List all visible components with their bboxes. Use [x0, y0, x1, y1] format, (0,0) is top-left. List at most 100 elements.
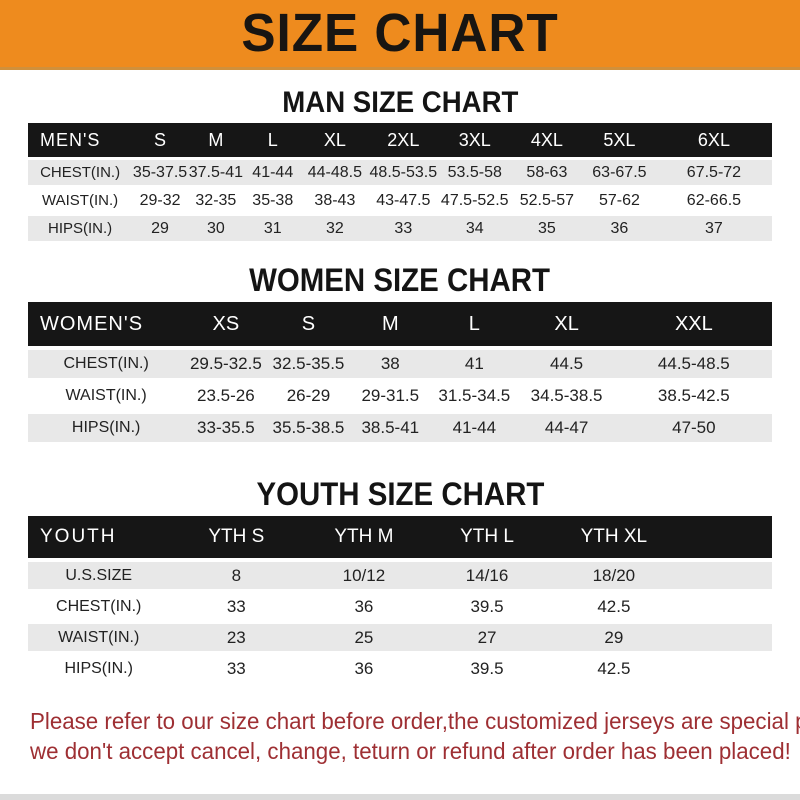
men-size-value: 44-48.5 — [301, 160, 368, 185]
men-size-value: 67.5-72 — [655, 160, 772, 185]
women-row-label: HIPS(IN.) — [28, 414, 185, 442]
youth-size-chart-title-text: YOUTH SIZE CHART — [256, 476, 544, 512]
youth-size-value: 25 — [303, 624, 425, 651]
footer-note: Please refer to our size chart before or… — [30, 706, 800, 766]
women-size-value: 26-29 — [267, 382, 350, 410]
women-size-table: WOMEN'S XS S M L XL XXL CHEST(IN.) 29.5-32.5 32.5… — [28, 298, 772, 446]
men-header-size: S — [132, 123, 188, 157]
men-size-value: 37 — [655, 216, 772, 241]
youth-row-filler — [678, 624, 772, 651]
youth-header-size: YTH XL — [549, 516, 679, 558]
men-table-row: WAIST(IN.) 29-32 32-35 35-38 38-43 43-47.5 47.… — [28, 188, 772, 213]
women-size-value: 29.5-32.5 — [184, 350, 268, 378]
women-size-value: 23.5-26 — [184, 382, 268, 410]
youth-size-value: 29 — [549, 624, 679, 651]
men-size-value: 30 — [187, 216, 244, 241]
women-size-value: 38.5-41 — [349, 414, 432, 442]
men-size-value: 57-62 — [582, 188, 656, 213]
men-table-row: CHEST(IN.) 35-37.5 37.5-41 41-44 44-48.5 48.5… — [28, 160, 772, 185]
women-header-size: XXL — [615, 302, 772, 346]
youth-size-value: 18/20 — [549, 562, 679, 589]
youth-size-value: 10/12 — [303, 562, 425, 589]
youth-row-filler — [678, 562, 772, 589]
men-size-value: 58-63 — [510, 160, 583, 185]
women-size-value: 44.5-48.5 — [615, 350, 772, 378]
men-size-value: 47.5-52.5 — [438, 188, 511, 213]
men-size-value: 62-66.5 — [655, 188, 772, 213]
men-header-size: M — [187, 123, 244, 157]
footer-note-line1: Please refer to our size chart before or… — [30, 708, 800, 734]
youth-table-row: WAIST(IN.) 23 25 27 29 — [28, 624, 772, 651]
men-size-value: 29-32 — [132, 188, 188, 213]
women-size-value: 41-44 — [431, 414, 518, 442]
man-size-chart-title-text: MAN SIZE CHART — [281, 86, 519, 119]
women-size-chart-title: WOMEN SIZE CHART — [0, 262, 800, 298]
youth-row-label: U.S.SIZE — [28, 562, 170, 589]
men-size-value: 52.5-57 — [510, 188, 583, 213]
women-size-value: 34.5-38.5 — [517, 382, 616, 410]
man-section: MAN SIZE CHART MEN'S S M L XL 2XL 3XL 4XL 5XL 6XL… — [0, 86, 800, 244]
men-size-value: 29 — [132, 216, 188, 241]
women-size-value: 32.5-35.5 — [267, 350, 350, 378]
youth-size-table: YOUTH YTH S YTH M YTH L YTH XL U.S.SIZE 8 10/12… — [28, 512, 772, 686]
women-size-value: 35.5-38.5 — [267, 414, 350, 442]
men-size-value: 37.5-41 — [187, 160, 244, 185]
men-header-row: MEN'S S M L XL 2XL 3XL 4XL 5XL 6XL — [28, 123, 772, 157]
youth-header-size: YTH S — [169, 516, 304, 558]
youth-size-value: 27 — [424, 624, 550, 651]
men-size-value: 33 — [367, 216, 439, 241]
women-header-size: S — [267, 302, 350, 346]
youth-size-value: 39.5 — [424, 593, 550, 620]
women-size-value: 47-50 — [615, 414, 772, 442]
women-section: WOMEN SIZE CHART WOMEN'S XS S M L XL XXL CHEST(… — [0, 262, 800, 446]
size-chart-banner: SIZE CHART — [0, 0, 800, 70]
youth-size-chart-title: YOUTH SIZE CHART — [0, 476, 800, 512]
youth-row-label: HIPS(IN.) — [28, 655, 170, 682]
youth-size-value: 42.5 — [549, 593, 679, 620]
women-header-label: WOMEN'S — [28, 302, 185, 346]
women-row-label: CHEST(IN.) — [28, 350, 185, 378]
men-size-value: 31 — [243, 216, 302, 241]
men-size-value: 35-37.5 — [132, 160, 188, 185]
youth-row-filler — [678, 593, 772, 620]
men-size-table: MEN'S S M L XL 2XL 3XL 4XL 5XL 6XL CHEST(IN.) 35-37… — [28, 120, 772, 244]
men-row-label: CHEST(IN.) — [28, 160, 133, 185]
men-header-label: MEN'S — [28, 123, 133, 157]
women-size-value: 38 — [349, 350, 432, 378]
women-table-row: HIPS(IN.) 33-35.5 35.5-38.5 38.5-41 41-44 44-… — [28, 414, 772, 442]
youth-section: YOUTH SIZE CHART YOUTH YTH S YTH M YTH L YTH… — [0, 476, 800, 686]
men-size-value: 43-47.5 — [367, 188, 439, 213]
youth-size-value: 42.5 — [549, 655, 679, 682]
men-header-size: 4XL — [510, 123, 583, 157]
women-row-label: WAIST(IN.) — [28, 382, 185, 410]
women-size-value: 44-47 — [517, 414, 616, 442]
youth-table-row: U.S.SIZE 8 10/12 14/16 18/20 — [28, 562, 772, 589]
men-size-value: 35 — [510, 216, 583, 241]
youth-size-value: 8 — [169, 562, 304, 589]
men-size-value: 38-43 — [301, 188, 368, 213]
women-header-size: XS — [184, 302, 268, 346]
women-header-size: M — [349, 302, 432, 346]
banner-title: SIZE CHART — [241, 3, 559, 63]
men-header-size: 5XL — [582, 123, 656, 157]
men-size-value: 48.5-53.5 — [367, 160, 439, 185]
youth-header-filler — [678, 516, 772, 558]
women-header-row: WOMEN'S XS S M L XL XXL — [28, 302, 772, 346]
men-size-value: 36 — [582, 216, 656, 241]
youth-header-label: YOUTH — [28, 516, 170, 558]
women-header-size: L — [431, 302, 518, 346]
youth-header-row: YOUTH YTH S YTH M YTH L YTH XL — [28, 516, 772, 558]
youth-size-value: 39.5 — [424, 655, 550, 682]
youth-size-value: 36 — [303, 655, 425, 682]
men-table-row: HIPS(IN.) 29 30 31 32 33 34 35 36 37 — [28, 216, 772, 241]
women-table-row: WAIST(IN.) 23.5-26 26-29 29-31.5 31.5-34.5 34… — [28, 382, 772, 410]
men-header-size: XL — [301, 123, 368, 157]
youth-table-row: HIPS(IN.) 33 36 39.5 42.5 — [28, 655, 772, 682]
men-header-size: 6XL — [655, 123, 772, 157]
youth-size-value: 33 — [169, 593, 304, 620]
footer-note-line2: we don't accept cancel, change, teturn o… — [30, 738, 791, 764]
women-size-value: 38.5-42.5 — [615, 382, 772, 410]
men-size-value: 34 — [438, 216, 511, 241]
youth-header-size: YTH L — [424, 516, 550, 558]
women-header-size: XL — [517, 302, 616, 346]
